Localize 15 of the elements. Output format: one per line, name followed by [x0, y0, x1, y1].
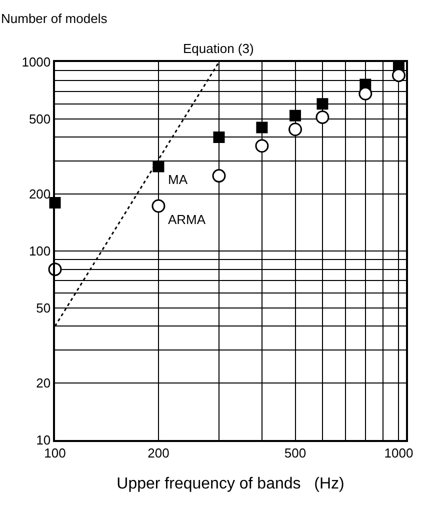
x-tick-label: 1000 — [384, 445, 414, 460]
x-tick-label: 500 — [284, 445, 306, 460]
y-tick-label: 1000 — [22, 54, 51, 70]
series-label: ARMA — [168, 212, 206, 227]
y-tick-label: 50 — [36, 300, 51, 316]
y-axis-title: Number of models — [1, 11, 108, 26]
x-axis-title: Upper frequency of bands (Hz) — [116, 476, 344, 493]
x-tick-label: 200 — [148, 445, 170, 460]
y-tick-label: 200 — [28, 186, 51, 202]
series-label: MA — [168, 172, 188, 187]
annotation: Equation (3) — [183, 41, 254, 56]
y-tick-label: 500 — [28, 111, 51, 126]
y-tick-label: 100 — [28, 244, 51, 259]
y-tick-label: 10 — [36, 432, 51, 448]
y-tick-label: 20 — [36, 376, 51, 391]
